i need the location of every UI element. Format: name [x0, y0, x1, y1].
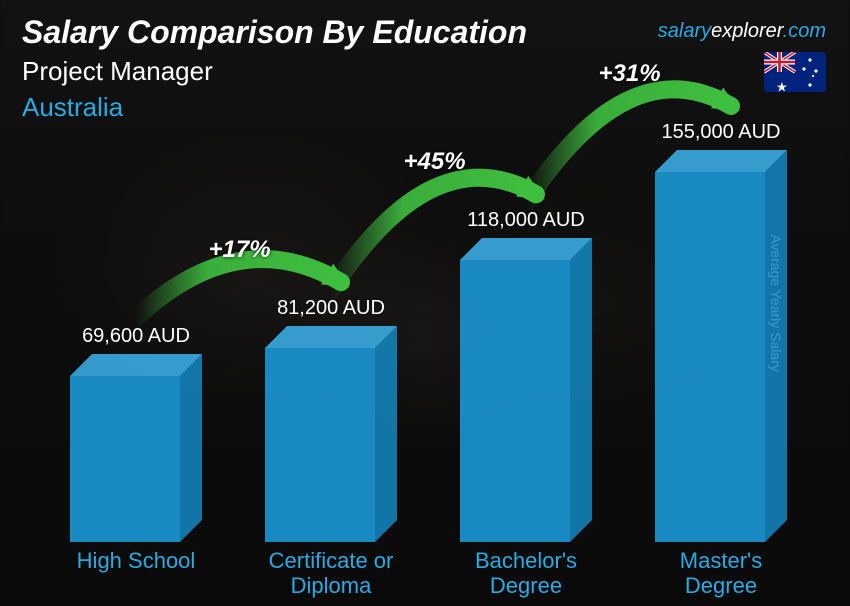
- brand-part-1: salary: [658, 20, 711, 42]
- increase-percent-label: +31%: [599, 60, 661, 88]
- brand-part-3: .com: [783, 20, 826, 42]
- increase-arc: [40, 142, 810, 542]
- bar-category-label: High School: [41, 548, 231, 573]
- bar-value-label: 155,000 AUD: [621, 121, 821, 144]
- content-layer: Salary Comparison By Education Project M…: [0, 0, 850, 606]
- bar-category-label: Bachelor's Degree: [431, 548, 621, 599]
- brand-logo: salaryexplorer.com: [658, 20, 826, 43]
- brand-part-2: explorer: [711, 20, 783, 42]
- salary-bar-chart: 69,600 AUD81,200 AUD118,000 AUD155,000 A…: [40, 142, 810, 542]
- bar-category-label: Master's Degree: [626, 548, 816, 599]
- x-axis-labels: High SchoolCertificate or DiplomaBachelo…: [40, 542, 810, 606]
- page-title: Salary Comparison By Education: [22, 14, 527, 51]
- country-name: Australia: [22, 92, 123, 123]
- country-flag-icon: [764, 52, 826, 92]
- bar-category-label: Certificate or Diploma: [236, 548, 426, 599]
- job-title: Project Manager: [22, 56, 213, 87]
